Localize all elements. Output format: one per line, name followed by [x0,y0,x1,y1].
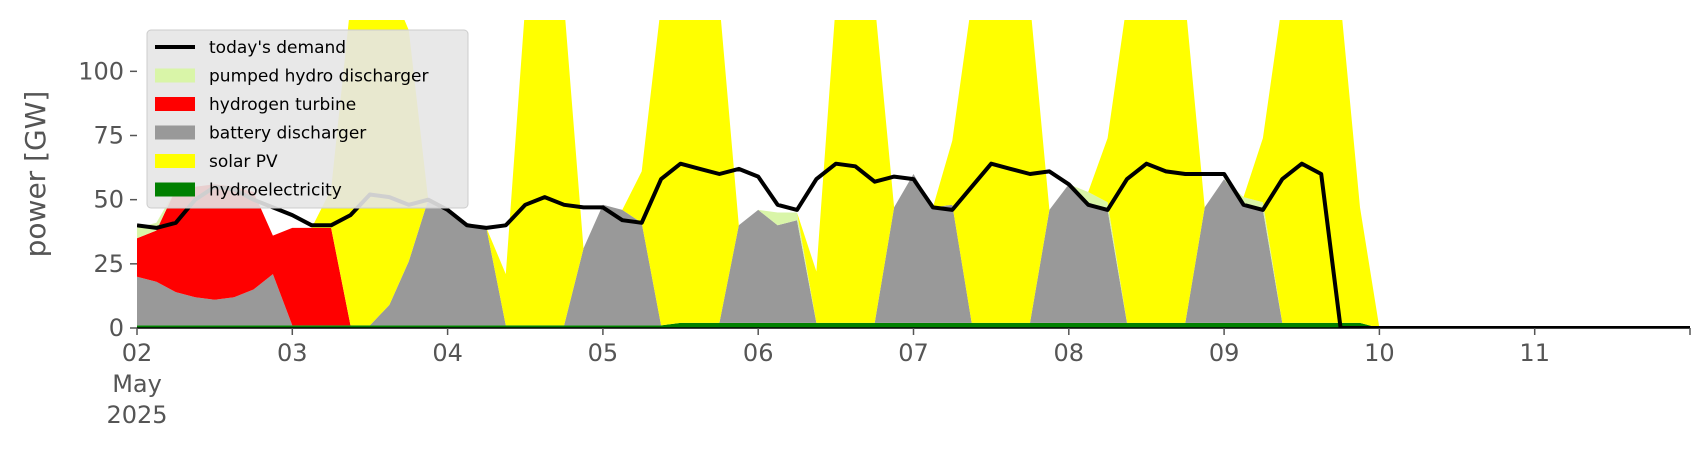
x-tick-label: 08 [1054,339,1085,367]
solar-pv-area [137,20,1690,328]
y-tick-label: 25 [93,250,124,278]
legend-swatch [155,125,195,140]
x-tick-label: 02 May 2025 [106,339,167,429]
y-tick-label: 100 [78,57,124,85]
legend: today's demand pumped hydro discharger hyd… [146,29,469,209]
y-tick-label: 50 [93,186,124,214]
x-tick-label: 07 [898,339,929,367]
battery-discharger-area [137,174,1690,328]
legend-label: hydrogen turbine [209,95,356,115]
y-tick-label: 0 [109,314,124,342]
x-tick-label: 06 [743,339,774,367]
legend-label: hydroelectricity [209,181,342,201]
x-tick-label: 05 [588,339,619,367]
legend-box [146,29,469,209]
x-axis-ticks: 02 May 2025 03 04 05 06 07 08 09 10 11 [106,328,1691,429]
stacked-areas [137,20,1690,328]
x-tick-label: 04 [432,339,463,367]
legend-swatch [155,68,195,83]
hydrogen-turbine-area [137,174,1690,328]
x-tick-label: 09 [1209,339,1240,367]
hydroelectricity-area [137,322,1690,328]
y-tick-label: 75 [93,122,124,150]
y-axis-ticks: 0 25 50 75 100 [78,57,137,342]
legend-label: battery discharger [209,124,366,144]
x-tick-label: 11 [1519,339,1550,367]
y-axis-title: power [GW] [19,91,52,258]
x-tick-label: 03 [277,339,308,367]
legend-label: today's demand [209,38,346,58]
x-tick-label: 10 [1364,339,1395,367]
legend-label: solar PV [209,152,278,172]
legend-swatch [155,154,195,168]
legend-swatch [155,97,195,111]
legend-swatch [155,182,195,197]
legend-label: pumped hydro discharger [209,67,428,87]
